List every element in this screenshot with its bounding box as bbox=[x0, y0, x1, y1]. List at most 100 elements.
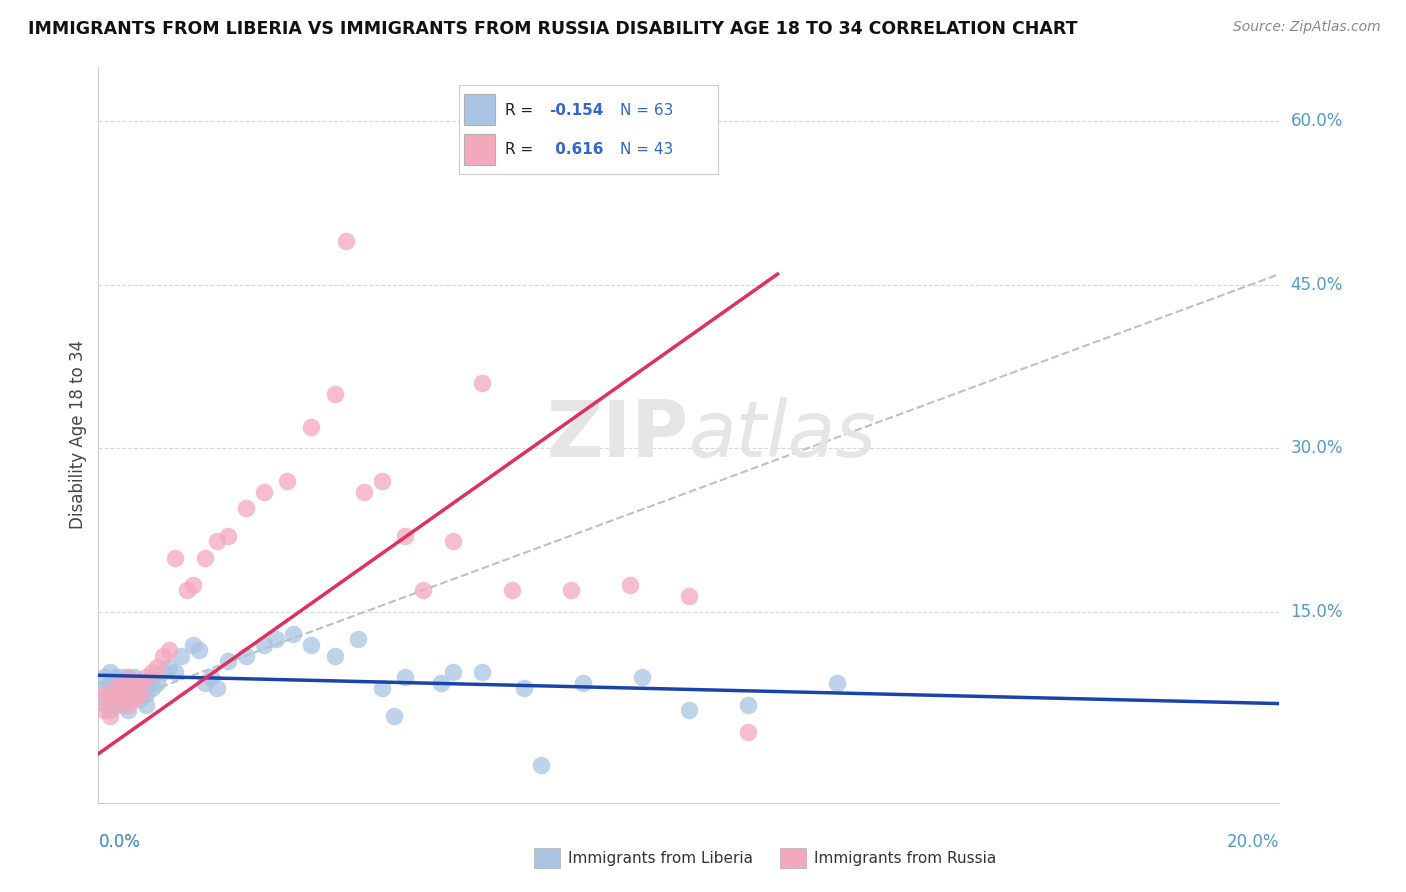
Point bbox=[105, 681, 128, 696]
Point bbox=[141, 681, 163, 696]
Point bbox=[181, 578, 204, 592]
Point bbox=[141, 665, 163, 679]
Point bbox=[117, 687, 139, 701]
Point bbox=[264, 632, 287, 647]
Point bbox=[111, 687, 134, 701]
Text: 60.0%: 60.0% bbox=[1291, 112, 1343, 130]
Point bbox=[194, 550, 217, 565]
Point bbox=[141, 670, 163, 684]
Point bbox=[98, 676, 121, 690]
Point bbox=[105, 676, 128, 690]
Text: 0.0%: 0.0% bbox=[98, 833, 141, 851]
Point bbox=[299, 419, 322, 434]
Point bbox=[93, 703, 115, 717]
Text: 15.0%: 15.0% bbox=[1291, 603, 1343, 621]
Point bbox=[117, 676, 139, 690]
Point bbox=[323, 648, 346, 663]
Point bbox=[93, 681, 115, 696]
Point bbox=[335, 235, 357, 249]
Point bbox=[135, 676, 157, 690]
Point bbox=[117, 703, 139, 717]
Point bbox=[117, 692, 139, 706]
Point bbox=[283, 627, 305, 641]
Point bbox=[253, 638, 276, 652]
Point bbox=[235, 648, 257, 663]
Text: 0.0%: 0.0% bbox=[98, 833, 141, 851]
Point bbox=[105, 670, 128, 684]
Point bbox=[382, 708, 405, 723]
Point bbox=[122, 681, 145, 696]
Point bbox=[117, 670, 139, 684]
Point bbox=[165, 550, 187, 565]
Point bbox=[157, 659, 180, 673]
Point bbox=[825, 676, 848, 690]
Point bbox=[571, 676, 593, 690]
Point bbox=[128, 692, 150, 706]
Point bbox=[122, 687, 145, 701]
Point bbox=[128, 681, 150, 696]
Point bbox=[353, 485, 375, 500]
Point bbox=[347, 632, 370, 647]
Point bbox=[471, 665, 494, 679]
Point bbox=[105, 698, 128, 712]
Point bbox=[471, 376, 494, 390]
Point bbox=[111, 692, 134, 706]
Point bbox=[200, 670, 222, 684]
Point bbox=[678, 589, 700, 603]
Point bbox=[371, 681, 394, 696]
Text: Immigrants from Russia: Immigrants from Russia bbox=[814, 851, 997, 865]
Text: ZIP: ZIP bbox=[547, 397, 689, 473]
Point bbox=[111, 687, 134, 701]
Point bbox=[217, 654, 239, 668]
Y-axis label: Disability Age 18 to 34: Disability Age 18 to 34 bbox=[69, 340, 87, 530]
Point bbox=[98, 665, 121, 679]
Point bbox=[394, 529, 416, 543]
Point bbox=[98, 708, 121, 723]
Point bbox=[122, 681, 145, 696]
Point bbox=[128, 676, 150, 690]
Text: 30.0%: 30.0% bbox=[1291, 440, 1343, 458]
Point bbox=[111, 676, 134, 690]
Point bbox=[152, 665, 174, 679]
Point bbox=[146, 659, 169, 673]
Point bbox=[194, 676, 217, 690]
Point bbox=[276, 474, 298, 488]
Point bbox=[93, 692, 115, 706]
Point bbox=[152, 648, 174, 663]
Point bbox=[501, 583, 523, 598]
Point bbox=[105, 692, 128, 706]
Point bbox=[111, 681, 134, 696]
Point bbox=[111, 698, 134, 712]
Point bbox=[371, 474, 394, 488]
Point bbox=[678, 703, 700, 717]
Point bbox=[619, 578, 641, 592]
Point bbox=[170, 648, 193, 663]
Point bbox=[205, 534, 228, 549]
Point bbox=[217, 529, 239, 543]
Point bbox=[299, 638, 322, 652]
Point bbox=[146, 676, 169, 690]
Point bbox=[98, 687, 121, 701]
Text: 20.0%: 20.0% bbox=[1227, 833, 1279, 851]
Point bbox=[412, 583, 434, 598]
Point bbox=[117, 681, 139, 696]
Point bbox=[187, 643, 209, 657]
Point bbox=[135, 698, 157, 712]
Point bbox=[122, 692, 145, 706]
Point bbox=[135, 687, 157, 701]
Point bbox=[181, 638, 204, 652]
Point bbox=[441, 534, 464, 549]
Point bbox=[394, 670, 416, 684]
Text: IMMIGRANTS FROM LIBERIA VS IMMIGRANTS FROM RUSSIA DISABILITY AGE 18 TO 34 CORREL: IMMIGRANTS FROM LIBERIA VS IMMIGRANTS FR… bbox=[28, 20, 1077, 37]
Point bbox=[105, 698, 128, 712]
Text: atlas: atlas bbox=[689, 397, 877, 473]
Text: Source: ZipAtlas.com: Source: ZipAtlas.com bbox=[1233, 20, 1381, 34]
Point bbox=[135, 670, 157, 684]
Point bbox=[323, 387, 346, 401]
Text: Immigrants from Liberia: Immigrants from Liberia bbox=[568, 851, 754, 865]
Point bbox=[205, 681, 228, 696]
Point bbox=[111, 670, 134, 684]
Point bbox=[176, 583, 198, 598]
Point bbox=[128, 687, 150, 701]
Point bbox=[235, 501, 257, 516]
